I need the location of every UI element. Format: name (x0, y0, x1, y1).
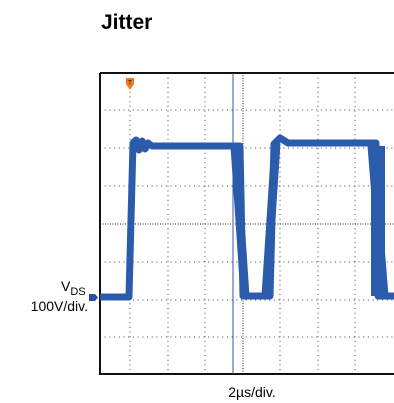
waveform (100, 134, 394, 301)
y-label: VDS (61, 278, 86, 298)
svg-text:T: T (128, 81, 132, 87)
ground-marker (89, 294, 98, 301)
grid (100, 73, 394, 374)
title: Jitter (101, 11, 152, 34)
screen-frame (99, 72, 394, 375)
y-label-main: V (61, 278, 71, 294)
y-scale: 100V/div. (31, 298, 88, 314)
x-label: 2µs/div. (228, 384, 276, 400)
trigger-marker: T (126, 78, 134, 90)
y-label-sub: DS (70, 286, 85, 298)
